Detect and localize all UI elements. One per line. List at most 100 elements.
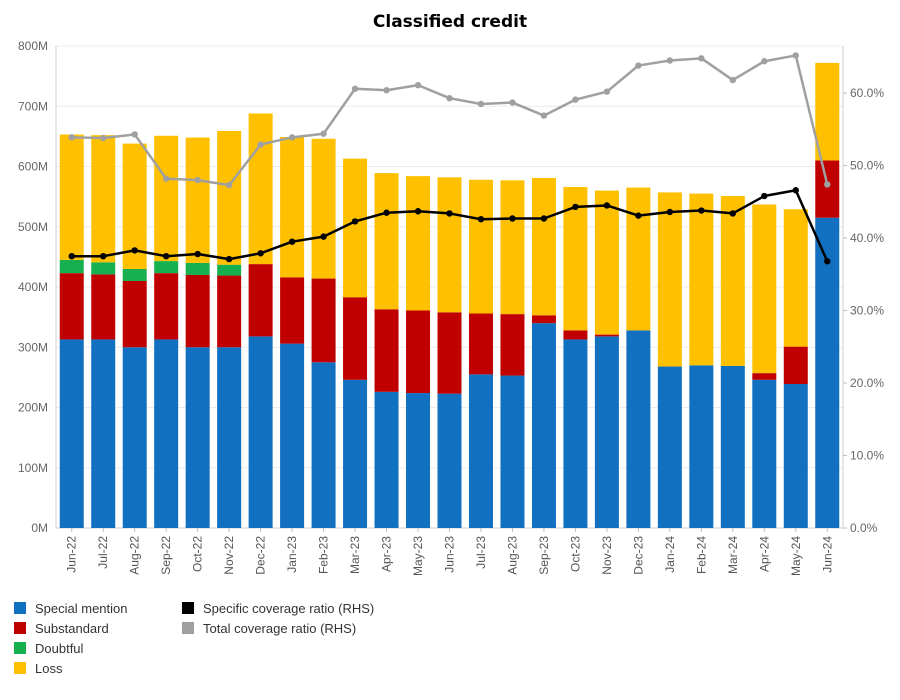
bar-special-mention (91, 339, 116, 528)
bar-special-mention (311, 362, 336, 528)
tick-labels: 0M 100M 200M 300M 400M 500M 600M 700M 800M 0.0% 10… (18, 39, 884, 576)
bar-doubtful (59, 259, 84, 274)
bar-special-mention (374, 391, 399, 528)
point-specific-coverage (100, 252, 107, 260)
point-specific-coverage (729, 210, 737, 217)
y-tick-label: 700M (18, 99, 48, 113)
bar-loss (815, 62, 840, 161)
bar-special-mention (437, 393, 462, 528)
legend-item-total-coverage[interactable]: Total coverage ratio (RHS) (182, 618, 374, 638)
point-specific-coverage (792, 187, 799, 194)
legend-item-substandard[interactable]: Substandard (14, 618, 128, 638)
bar-loss (374, 173, 399, 310)
x-tick-label: Nov-23 (600, 536, 614, 575)
point-specific-coverage (603, 202, 611, 209)
legend-swatch (14, 602, 26, 614)
legend-item-doubtful[interactable]: Doubtful (14, 638, 128, 658)
bar-substandard (500, 314, 525, 376)
bar-loss (154, 135, 179, 262)
x-tick-label: Jun-23 (443, 536, 457, 573)
x-tick-label: Jun-24 (820, 536, 834, 573)
y-tick-label: 0M (31, 521, 48, 535)
point-total-coverage (194, 176, 201, 184)
bar-special-mention (280, 343, 305, 528)
bar-substandard (91, 274, 116, 340)
bar-special-mention (783, 384, 808, 528)
point-total-coverage (100, 134, 107, 142)
point-specific-coverage (131, 247, 138, 254)
bar-substandard (468, 313, 493, 375)
legend-item-loss[interactable]: Loss (14, 658, 128, 678)
point-total-coverage (666, 57, 674, 64)
bar-loss (594, 190, 619, 335)
y2-tick-label: 60.0% (850, 86, 884, 100)
bar-special-mention (248, 336, 273, 528)
bar-substandard (752, 373, 777, 380)
bar-doubtful (122, 268, 147, 281)
point-specific-coverage (572, 203, 579, 211)
line-total-coverage (71, 54, 829, 187)
bar-loss (657, 192, 682, 367)
bar-special-mention (815, 217, 840, 528)
point-total-coverage (257, 141, 264, 148)
point-specific-coverage (320, 233, 327, 240)
bar-special-mention (752, 379, 777, 528)
y-tick-label: 300M (18, 340, 48, 354)
y-tick-label: 500M (18, 220, 48, 234)
bar-loss (406, 176, 431, 311)
point-total-coverage (603, 88, 611, 95)
point-specific-coverage (509, 215, 516, 222)
bar-loss (626, 187, 651, 331)
point-total-coverage (288, 134, 296, 141)
bar-special-mention (657, 366, 682, 528)
legend-item-specific-coverage[interactable]: Specific coverage ratio (RHS) (182, 598, 374, 618)
bar-substandard (59, 273, 84, 340)
point-specific-coverage (414, 208, 422, 215)
legend-label: Special mention (35, 600, 128, 616)
point-total-coverage (792, 52, 799, 59)
bar-substandard (280, 277, 305, 344)
bar-substandard (248, 264, 273, 337)
bar-special-mention (343, 379, 368, 528)
point-specific-coverage (383, 209, 390, 216)
point-total-coverage (572, 96, 579, 103)
legend-swatch (14, 622, 26, 634)
y-tick-label: 100M (18, 461, 48, 475)
x-tick-label: Dec-22 (254, 536, 268, 575)
point-total-coverage (761, 58, 768, 65)
bar-substandard (594, 334, 619, 337)
bar-substandard (122, 280, 147, 348)
bar-loss (783, 209, 808, 347)
point-total-coverage (383, 87, 390, 94)
legend-label: Specific coverage ratio (RHS) (203, 600, 375, 616)
bar-loss (91, 135, 116, 263)
point-total-coverage (225, 181, 233, 189)
x-tick-label: Feb-23 (317, 536, 331, 574)
bar-loss (343, 158, 368, 298)
bar-substandard (815, 160, 840, 218)
point-total-coverage (446, 94, 453, 102)
y-tick-label: 200M (18, 401, 48, 415)
point-total-coverage (68, 134, 75, 141)
x-tick-label: Nov-22 (222, 536, 236, 575)
point-specific-coverage (194, 250, 201, 258)
point-specific-coverage (540, 215, 548, 222)
x-tick-label: Apr-24 (757, 536, 771, 572)
point-total-coverage (540, 112, 548, 119)
y-tick-label: 400M (18, 280, 48, 294)
bar-special-mention (154, 339, 179, 528)
y2-tick-label: 50.0% (850, 159, 884, 173)
bar-substandard (531, 315, 556, 324)
bar-substandard (783, 346, 808, 385)
bar-special-mention (122, 347, 147, 528)
legend-item-special-mention[interactable]: Special mention (14, 598, 128, 618)
bar-loss (500, 180, 525, 315)
point-specific-coverage (635, 212, 642, 219)
bar-substandard (154, 273, 179, 340)
point-specific-coverage (162, 252, 170, 260)
bar-special-mention (217, 347, 242, 528)
y-tick-label: 800M (18, 39, 48, 53)
point-specific-coverage (288, 238, 296, 245)
point-total-coverage (414, 81, 422, 89)
point-specific-coverage (257, 250, 264, 257)
